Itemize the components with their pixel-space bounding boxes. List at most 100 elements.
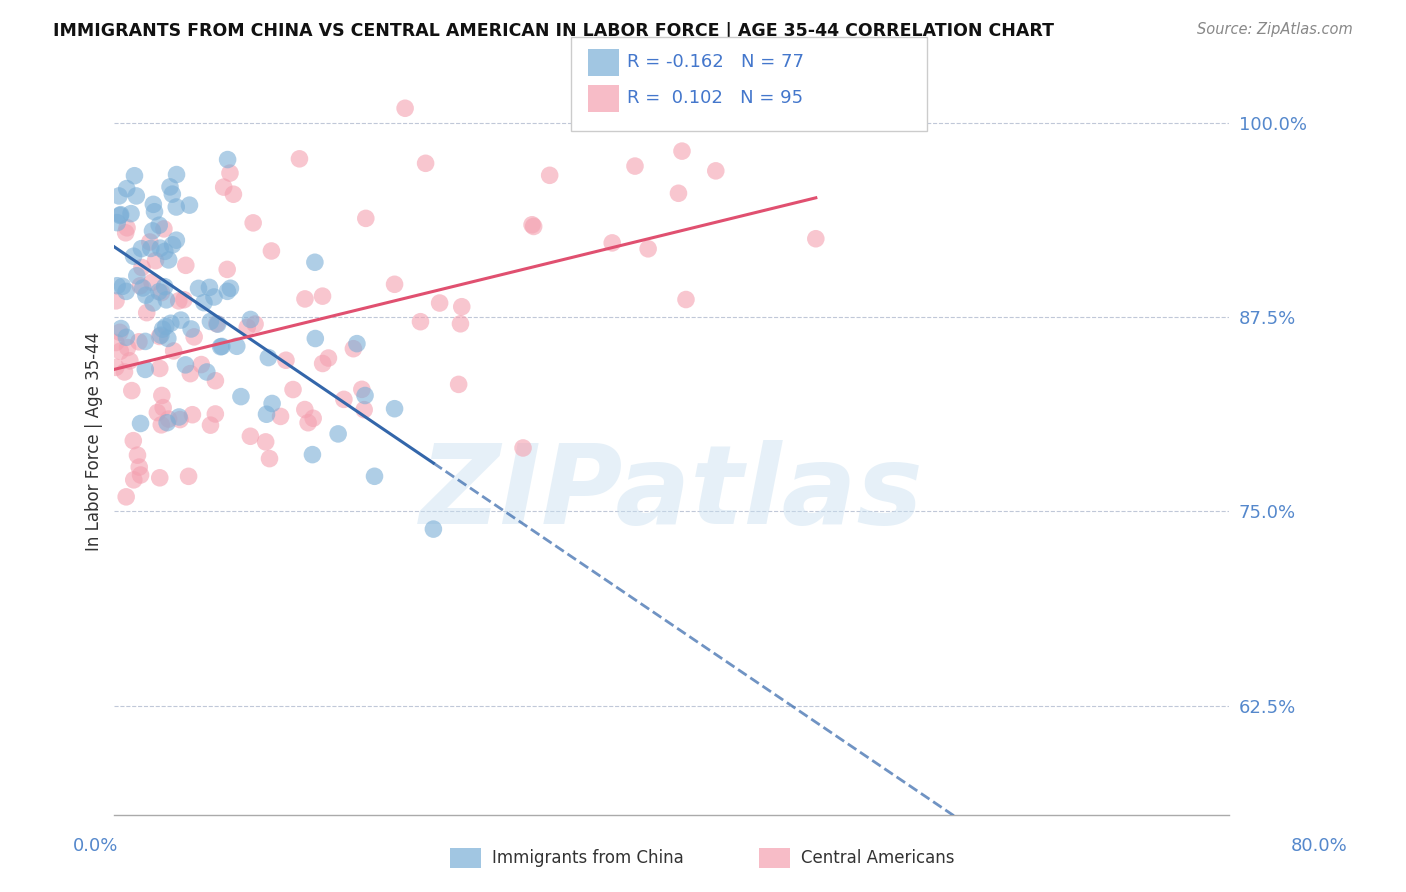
Point bbox=[141, 224, 163, 238]
Point bbox=[115, 490, 138, 504]
Point bbox=[118, 353, 141, 368]
Point bbox=[274, 353, 297, 368]
Point bbox=[225, 339, 247, 353]
Point bbox=[177, 469, 200, 483]
Point bbox=[193, 295, 215, 310]
Point bbox=[127, 448, 149, 462]
Point bbox=[104, 335, 127, 350]
Point bbox=[384, 277, 406, 292]
Point bbox=[173, 293, 195, 307]
Point bbox=[110, 208, 132, 222]
Point bbox=[169, 412, 191, 426]
Text: Source: ZipAtlas.com: Source: ZipAtlas.com bbox=[1197, 22, 1353, 37]
Point bbox=[304, 255, 326, 269]
Point bbox=[294, 292, 316, 306]
Point bbox=[142, 197, 165, 211]
Point bbox=[294, 402, 316, 417]
Point bbox=[354, 211, 377, 226]
Point bbox=[333, 392, 356, 407]
Point bbox=[217, 153, 239, 167]
Point bbox=[167, 293, 190, 308]
Point bbox=[384, 401, 406, 416]
Point bbox=[105, 278, 128, 293]
Point bbox=[187, 281, 209, 295]
Point bbox=[131, 242, 153, 256]
Point bbox=[363, 469, 385, 483]
Point bbox=[346, 336, 368, 351]
Point bbox=[350, 382, 373, 396]
Point bbox=[157, 412, 180, 426]
Point bbox=[156, 416, 179, 430]
Point bbox=[242, 216, 264, 230]
Y-axis label: In Labor Force | Age 35-44: In Labor Force | Age 35-44 bbox=[86, 332, 103, 551]
Point bbox=[150, 417, 173, 432]
Point bbox=[129, 468, 152, 483]
Point bbox=[104, 360, 127, 375]
Point bbox=[523, 219, 546, 234]
Point bbox=[122, 473, 145, 487]
Point bbox=[704, 164, 727, 178]
Text: Central Americans: Central Americans bbox=[801, 849, 955, 867]
Point bbox=[125, 189, 148, 203]
Point bbox=[159, 180, 181, 194]
Point bbox=[239, 429, 262, 443]
Point bbox=[129, 278, 152, 293]
Point bbox=[128, 334, 150, 349]
Point bbox=[149, 241, 172, 255]
Point bbox=[600, 235, 623, 250]
Point bbox=[447, 377, 470, 392]
Point bbox=[311, 357, 333, 371]
Point bbox=[179, 367, 201, 381]
Point bbox=[117, 341, 139, 355]
Point bbox=[204, 407, 226, 421]
Point bbox=[152, 401, 174, 415]
Point bbox=[328, 426, 350, 441]
Point bbox=[163, 343, 186, 358]
Point bbox=[297, 416, 319, 430]
Point bbox=[257, 351, 280, 365]
Point bbox=[449, 317, 471, 331]
Point bbox=[134, 362, 156, 376]
Point bbox=[302, 411, 325, 425]
Point bbox=[270, 409, 292, 424]
Point bbox=[135, 306, 157, 320]
Point bbox=[205, 317, 228, 331]
Point bbox=[131, 260, 153, 275]
Point bbox=[135, 288, 157, 302]
Point bbox=[165, 200, 187, 214]
Point bbox=[671, 144, 693, 158]
Point bbox=[512, 441, 534, 455]
Point bbox=[342, 342, 364, 356]
Point bbox=[180, 322, 202, 336]
Point bbox=[155, 319, 177, 334]
Point bbox=[229, 390, 252, 404]
Point bbox=[243, 317, 266, 331]
Point bbox=[318, 351, 340, 365]
Point bbox=[675, 293, 697, 307]
Point bbox=[108, 189, 131, 203]
Point bbox=[174, 358, 197, 372]
Point bbox=[450, 300, 472, 314]
Point bbox=[145, 253, 167, 268]
Point bbox=[200, 418, 222, 433]
Point bbox=[148, 218, 170, 232]
Point bbox=[149, 361, 172, 376]
Point bbox=[115, 330, 138, 344]
Point bbox=[256, 407, 278, 421]
Point bbox=[125, 268, 148, 283]
Point bbox=[150, 285, 173, 300]
Point bbox=[281, 383, 304, 397]
Point bbox=[415, 156, 437, 170]
Point bbox=[110, 321, 132, 335]
Point bbox=[162, 187, 184, 202]
Point bbox=[239, 312, 262, 326]
Point bbox=[149, 328, 172, 343]
Point bbox=[159, 316, 181, 330]
Point bbox=[183, 330, 205, 344]
Point bbox=[142, 296, 165, 310]
Point bbox=[195, 365, 218, 379]
Point bbox=[236, 320, 259, 334]
Point bbox=[156, 331, 179, 345]
Point bbox=[111, 279, 134, 293]
Point bbox=[155, 293, 177, 307]
